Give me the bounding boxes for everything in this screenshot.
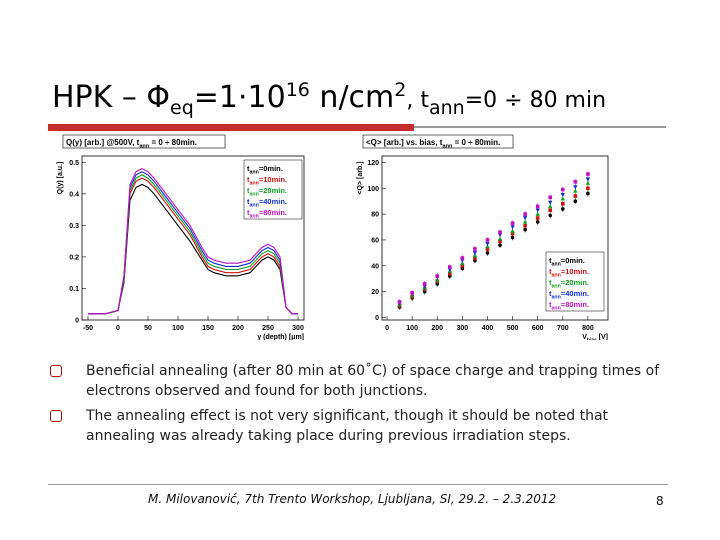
charge-profile-plot: Q(y) [arb.] @500V, tann = 0 ÷ 80min. -50 0… [52, 134, 310, 340]
y-tick-label: 0.5 [69, 160, 79, 167]
x-tick-label: 200 [431, 325, 443, 332]
title-unit: n/cm [309, 80, 395, 115]
series-line [88, 183, 298, 315]
x-tick-label: -50 [83, 325, 93, 332]
y-tick-label: 0 [375, 315, 379, 322]
series-line [88, 171, 298, 315]
bullet-marker-1 [50, 365, 62, 377]
y-tick-label: 60 [371, 237, 379, 244]
x-axis-label: Vbias [V] [582, 334, 608, 340]
title-sep: , t [406, 88, 429, 113]
y-tick-label: 80 [371, 212, 379, 219]
page-number: 8 [656, 494, 664, 508]
footer-citation: M. Milovanović, 7th Trento Workshop, Lju… [148, 492, 557, 506]
title-divider-line [414, 126, 666, 128]
charge-vs-bias-svg: <Q> [arb.] vs. bias, tann = 0 ÷ 80min. 0 1… [357, 134, 609, 340]
bullet-text-2: The annealing effect is not very signifi… [86, 408, 609, 444]
x-tick-label: 50 [144, 325, 152, 332]
x-tick-label: 200 [232, 325, 244, 332]
y-tick-label: 0.1 [69, 286, 79, 293]
legend-entry: tann=10min. [247, 175, 287, 186]
x-tick-label: 400 [482, 325, 494, 332]
legend-entry: tann=0min. [247, 164, 283, 175]
series-line [88, 174, 298, 315]
chart-title-box [362, 134, 514, 149]
legend-entry: tann=80min. [247, 208, 287, 219]
y-tick-label: 0 [75, 318, 79, 325]
x-tick-label: 250 [262, 325, 274, 332]
chart-title-box [62, 134, 226, 149]
x-axis-label: y (depth) [μm] [257, 334, 304, 340]
x-tick-label: 800 [582, 325, 594, 332]
title-exp: 16 [285, 79, 310, 101]
y-axis-label: Q(y) [a.u.] [57, 162, 64, 195]
series-line [88, 177, 298, 315]
x-tick-label: 300 [292, 325, 304, 332]
legend-box [545, 251, 605, 312]
y-tick-label: 0.4 [69, 191, 79, 198]
y-tick-label: 40 [371, 263, 379, 270]
title-sup-2: 2 [394, 79, 407, 101]
charge-profile-svg: Q(y) [arb.] @500V, tann = 0 ÷ 80min. -50 0… [57, 134, 305, 340]
legend-box [243, 159, 303, 220]
legend-entry: tann=40min. [247, 197, 287, 208]
title-sub-eq: eq [170, 97, 194, 119]
y-tick-label: 120 [367, 160, 379, 167]
charge-vs-bias-plot: <Q> [arb.] vs. bias, tann = 0 ÷ 80min. 0 1… [352, 134, 614, 340]
chart-title: <Q> [arb.] vs. bias, tann = 0 ÷ 80min. [366, 138, 500, 149]
title-accent-bar [48, 124, 414, 131]
y-tick-label: 20 [371, 289, 379, 296]
x-tick-label: 0 [385, 325, 389, 332]
legend-entry: tann=0min. [549, 256, 585, 267]
y-tick-label: 0.3 [69, 223, 79, 230]
legend-entry: tann=10min. [549, 267, 589, 278]
y-tick-label: 100 [367, 186, 379, 193]
title-range: =0 ÷ 80 min [464, 88, 607, 113]
slide-title: HPK – Φeq=1·1016 n/cm2, tann=0 ÷ 80 min [52, 79, 607, 118]
y-axis-label: <Q> [arb.] [357, 161, 364, 194]
bullet-marker-2 [50, 410, 62, 422]
x-tick-label: 600 [532, 325, 544, 332]
legend-entry: tann=80min. [549, 300, 589, 311]
x-tick-label: 700 [557, 325, 569, 332]
x-tick-label: 100 [406, 325, 418, 332]
x-tick-label: 500 [507, 325, 519, 332]
legend-entry: tann=40min. [549, 289, 589, 300]
x-tick-label: 150 [202, 325, 214, 332]
series-line [88, 167, 298, 315]
x-tick-label: 300 [457, 325, 469, 332]
title-mid: =1·10 [193, 80, 286, 115]
y-tick-label: 0.2 [69, 254, 79, 261]
x-tick-label: 100 [172, 325, 184, 332]
footer-divider [48, 484, 668, 485]
plot-frame [81, 155, 305, 321]
plot-frame [381, 155, 609, 321]
title-sub-ann: ann [428, 97, 465, 119]
title-prefix: HPK – Φ [52, 80, 171, 115]
bullet-text-1: Beneficial annealing (after 80 min at 60… [86, 363, 660, 399]
legend-entry: tann=20min. [247, 186, 287, 197]
chart-title: Q(y) [arb.] @500V, tann = 0 ÷ 80min. [66, 138, 197, 149]
x-tick-label: 0 [116, 325, 120, 332]
legend-entry: tann=20min. [549, 278, 589, 289]
